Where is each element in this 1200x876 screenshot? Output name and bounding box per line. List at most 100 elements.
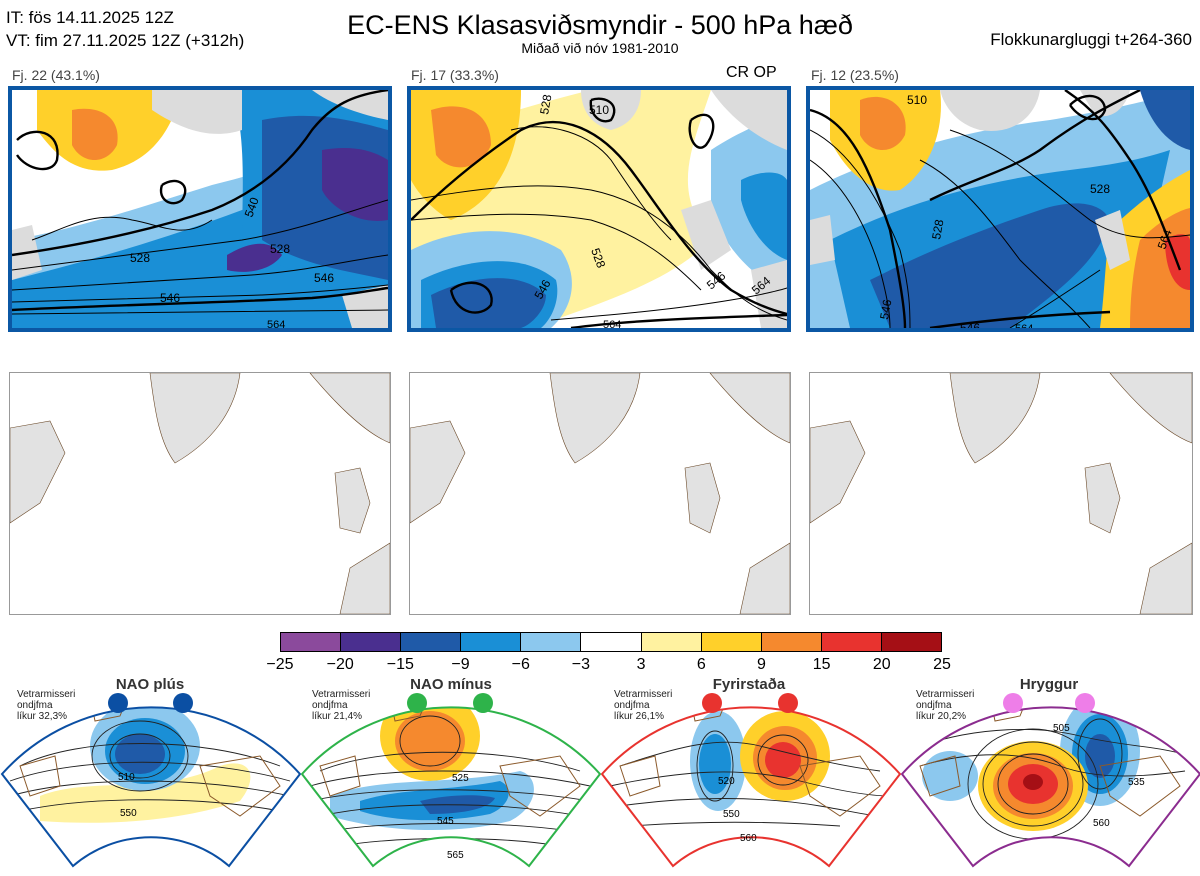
regime-dot <box>407 693 427 713</box>
contour-label: 564 <box>1015 323 1033 328</box>
regime-4-frame <box>900 706 1200 868</box>
contour-label: 545 <box>437 816 454 827</box>
anomaly-pos-high <box>860 96 906 150</box>
land-mass <box>309 373 390 444</box>
regime-2-frame <box>300 706 602 868</box>
colorbar-segment <box>640 633 701 651</box>
land-mass <box>339 542 390 614</box>
contour-label: 550 <box>120 808 137 819</box>
contour-label: 505 <box>1053 723 1070 734</box>
colorbar-tick-label: 3 <box>636 656 646 673</box>
regime-4-title: Hryggur <box>1019 676 1079 693</box>
regime-1-note: Vetrarmisseri ondjfma líkur 32,3% <box>17 689 76 722</box>
colorbar-segment <box>340 633 401 651</box>
land-mass <box>684 462 721 534</box>
colorbar <box>280 632 942 652</box>
land-mass <box>410 420 466 524</box>
anomaly-neg-mid-east <box>741 172 787 260</box>
contour-label: 564 <box>603 319 621 328</box>
init-time: IT: fös 14.11.2025 12Z <box>6 8 174 27</box>
regime-dot <box>173 693 193 713</box>
anomaly-neg-extreme-2 <box>227 243 282 272</box>
colorbar-tick-label: −3 <box>571 656 591 673</box>
land-mass <box>312 90 388 120</box>
colorbar-segment <box>400 633 461 651</box>
valid-time: VT: fim 27.11.2025 12Z (+312h) <box>6 31 245 50</box>
land-mass <box>1139 542 1192 614</box>
header-times: IT: fös 14.11.2025 12Z VT: fim 27.11.202… <box>6 6 244 52</box>
cluster-1-label: Fj. 22 (43.1%) <box>12 67 100 83</box>
land-mass <box>1095 210 1130 270</box>
colorbar-segment <box>580 633 641 651</box>
regime-row: 510 550 525 545 565 <box>0 676 1200 871</box>
land-mass <box>711 90 787 150</box>
contour-label: 564 <box>267 319 285 328</box>
regime-3-title: Fyrirstaða <box>712 676 786 693</box>
contour-label: 528 <box>929 218 946 240</box>
regime-2-title: NAO mínus <box>410 676 492 693</box>
colorbar-tick-label: 9 <box>757 656 766 673</box>
contour-label: 528 <box>537 93 554 115</box>
cluster-1-map: 528 540 546 528 546 564 <box>8 86 392 332</box>
anomaly-neg-deep <box>431 278 546 328</box>
colorbar-segment <box>820 633 881 651</box>
colorbar-segment <box>520 633 581 651</box>
contour-label: 528 <box>1090 182 1110 196</box>
land-mass <box>10 420 66 524</box>
land-mass <box>581 90 641 130</box>
anomaly-neg-extreme <box>322 148 388 221</box>
contour-label: 564 <box>1155 227 1175 251</box>
contour-label: 535 <box>1128 777 1145 788</box>
regime-dot <box>778 693 798 713</box>
contour-label: 546 <box>960 321 980 328</box>
colorbar-tick-label: 20 <box>872 656 891 673</box>
regime-4-note: Vetrarmisseri ondjfma líkur 20,2% <box>916 689 975 722</box>
colorbar-segment <box>760 633 821 651</box>
contour-label: 546 <box>314 271 334 285</box>
contour-label: 528 <box>130 251 150 265</box>
regime-1-map <box>2 707 300 867</box>
operational-run-label: CR OP <box>726 64 777 81</box>
regime-1-title: NAO plús <box>115 676 185 693</box>
anomaly-neg-deep-ne <box>1140 90 1190 150</box>
contour-label: 510 <box>907 93 927 107</box>
anomaly-pos-high <box>72 108 118 160</box>
colorbar-segment <box>880 633 942 651</box>
contour-label: 560 <box>740 833 757 844</box>
colorbar-tick-label: −15 <box>386 656 414 673</box>
colorbar-tick-label: 6 <box>696 656 706 673</box>
anomaly-pos-high <box>431 106 491 168</box>
colorbar-segment <box>460 633 521 651</box>
colorbar-tick-label: −9 <box>451 656 470 673</box>
page-subtitle: Miðað við nóv 1981-2010 <box>521 40 679 56</box>
regime-1-frame <box>0 706 302 868</box>
land-mass <box>681 200 731 270</box>
regime-3-frame <box>600 706 902 868</box>
regime-dot <box>108 693 128 713</box>
regime-dot <box>702 693 722 713</box>
regime-2-note: Vetrarmisseri ondjfma líkur 21,4% <box>312 689 371 722</box>
anomaly-neg-deep <box>870 203 1110 328</box>
contour-label: 550 <box>723 809 740 820</box>
colorbar-segment <box>700 633 761 651</box>
contour-label: 565 <box>447 850 464 861</box>
regime-dot <box>1003 693 1023 713</box>
land-mass <box>1109 373 1192 444</box>
land-mass <box>334 467 371 534</box>
colorbar-tick-label: −25 <box>266 656 294 673</box>
land-mass <box>810 420 866 524</box>
land-mass <box>549 373 641 464</box>
contour-label: 528 <box>270 242 290 256</box>
land-mass <box>940 90 1040 131</box>
land-mass <box>739 542 790 614</box>
contour-label: 510 <box>589 103 609 117</box>
land-mass <box>149 373 241 464</box>
cluster-2-map: 510 528 528 546 546 564 564 <box>407 86 791 332</box>
contour-label: 510 <box>118 772 135 783</box>
cluster-3-map: 510 528 528 546 546 564 564 <box>806 86 1194 332</box>
contour-label: 525 <box>452 773 469 784</box>
land-mass <box>810 215 835 265</box>
colorbar-tick-label: 15 <box>812 656 831 673</box>
empty-map-1 <box>9 372 391 615</box>
contour-label: 546 <box>877 298 894 320</box>
